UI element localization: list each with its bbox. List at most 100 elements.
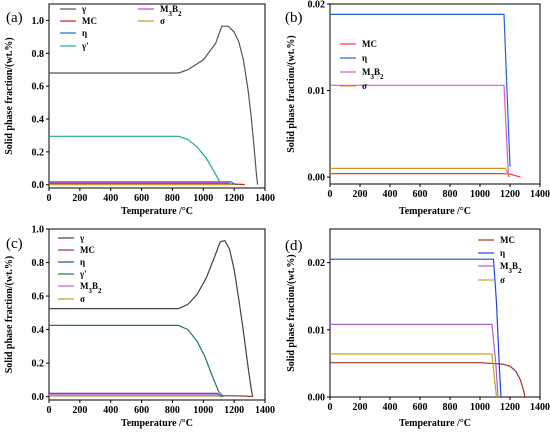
panel-2: (b) 0 200 400 600 800 1000 1200 1400 0.00 0.01 0.02… (285, 0, 550, 217)
x-tick-label: 800 (165, 193, 180, 204)
y-tick-label: 0.02 (308, 258, 326, 269)
series-line-1 (330, 173, 521, 178)
x-tick-label: 600 (134, 193, 149, 204)
x-tick-label: 1200 (224, 405, 244, 416)
x-tick-label: 1000 (193, 405, 213, 416)
y-tick-label: 0.4 (32, 325, 45, 336)
y-tick-label: 1.0 (32, 225, 45, 236)
legend-label: σ (80, 294, 85, 304)
series-line-3 (49, 392, 223, 398)
y-tick-label: 0.4 (32, 115, 45, 126)
x-tick-label: 0 (47, 193, 52, 204)
y-tick-label: 1.0 (32, 16, 45, 27)
x-tick-label: 1000 (470, 402, 490, 413)
series-line-4 (330, 167, 510, 178)
series-line-3 (330, 323, 499, 397)
x-tick-label: 200 (353, 189, 368, 200)
legend-label: M3B2 (500, 261, 522, 275)
x-tick-label: 600 (134, 405, 149, 416)
plot-frame (329, 228, 541, 398)
y-tick-label: 0.2 (32, 147, 45, 158)
y-tick-label: 0.00 (308, 393, 326, 404)
series-line-3 (49, 181, 237, 186)
series-line-1 (49, 25, 259, 185)
x-axis-label: Temperature /°C (399, 418, 471, 429)
x-tick-label: 0 (328, 189, 333, 200)
legend-label: η (82, 28, 87, 38)
legend-label: γ' (81, 41, 89, 51)
x-tick-label: 1000 (470, 189, 490, 200)
legend-label: M3B2 (160, 4, 182, 18)
y-axis-label: Solid phase fraction/(wt.%) (286, 35, 297, 153)
x-axis-label: Temperature /°C (121, 206, 193, 217)
series-line-2 (330, 258, 502, 397)
series-line-6 (49, 395, 221, 398)
x-axis-label: Temperature /°C (399, 206, 471, 217)
x-tick-label: 800 (443, 189, 458, 200)
y-tick-label: 0.8 (32, 258, 45, 269)
legend-label: MC (362, 39, 377, 49)
x-tick-label: 200 (72, 405, 87, 416)
y-tick-label: 0.6 (32, 292, 45, 303)
legend-label: MC (80, 245, 95, 255)
x-tick-label: 400 (383, 189, 398, 200)
x-tick-label: 200 (353, 402, 368, 413)
legend-label: η (362, 53, 367, 63)
x-tick-label: 600 (413, 189, 428, 200)
x-tick-label: 0 (47, 405, 52, 416)
legend-label: η (500, 248, 505, 258)
x-tick-label: 800 (443, 402, 458, 413)
x-tick-label: 1400 (530, 402, 550, 413)
legend-label: M3B2 (80, 281, 102, 295)
y-tick-label: 0.8 (32, 49, 45, 60)
x-tick-label: 1200 (500, 189, 520, 200)
series-line-4 (49, 324, 224, 398)
plot-frame (48, 228, 266, 401)
y-axis-label: Solid phase fraction/(wt.%) (4, 256, 15, 374)
y-tick-label: 0.00 (308, 173, 326, 184)
x-tick-label: 400 (103, 405, 118, 416)
legend-label: σ (500, 275, 505, 285)
y-tick-label: 0.0 (32, 180, 45, 191)
legend-label: γ (81, 4, 87, 14)
panel-label: (c) (6, 236, 23, 252)
legend-label: σ (362, 81, 367, 91)
series-line-4 (49, 135, 224, 186)
x-tick-label: 400 (383, 402, 398, 413)
series-line-1 (330, 362, 526, 397)
legend-label: γ' (79, 269, 87, 279)
legend-label: σ (160, 16, 165, 26)
series-line-2 (330, 13, 511, 167)
panel-label: (b) (285, 10, 303, 26)
y-axis-label: Solid phase fraction/(wt.%) (4, 37, 15, 155)
legend-label: M3B2 (362, 67, 384, 81)
legend-label: η (80, 257, 85, 267)
x-tick-label: 1400 (255, 405, 275, 416)
y-tick-label: 0.01 (308, 325, 326, 336)
y-tick-label: 0.0 (32, 392, 45, 403)
x-axis-label: Temperature /°C (121, 418, 193, 429)
series-line-4 (330, 353, 498, 397)
y-axis-label: Solid phase fraction/(wt.%) (286, 254, 297, 372)
x-tick-label: 1400 (255, 193, 275, 204)
x-tick-label: 200 (72, 193, 87, 204)
x-tick-label: 600 (413, 402, 428, 413)
plot-frame (48, 3, 266, 189)
y-tick-label: 0.6 (32, 82, 45, 93)
panel-3: (c) 0 200 400 600 800 1000 1200 1400 0.0 0.2 0.4 0.6… (4, 225, 275, 430)
panel-label: (a) (6, 10, 23, 26)
y-tick-label: 0.01 (308, 86, 326, 97)
series-line-1 (49, 240, 254, 397)
panel-4: (d) 0 200 400 600 800 1000 1200 1400 0.00 0.01 0.02… (285, 228, 550, 429)
legend-label: MC (82, 16, 97, 26)
panel-label: (d) (285, 238, 303, 254)
x-tick-label: 1400 (530, 189, 550, 200)
x-tick-label: 0 (328, 402, 333, 413)
legend-label: γ (79, 233, 85, 243)
panel-1: (a) 0 200 400 600 800 1000 1200 1400 0.0 0.2 0.4 0.6… (4, 3, 275, 217)
legend-label: MC (500, 235, 515, 245)
y-tick-label: 0.02 (308, 0, 326, 11)
plot-frame (329, 3, 541, 185)
series-line-3 (330, 84, 510, 178)
